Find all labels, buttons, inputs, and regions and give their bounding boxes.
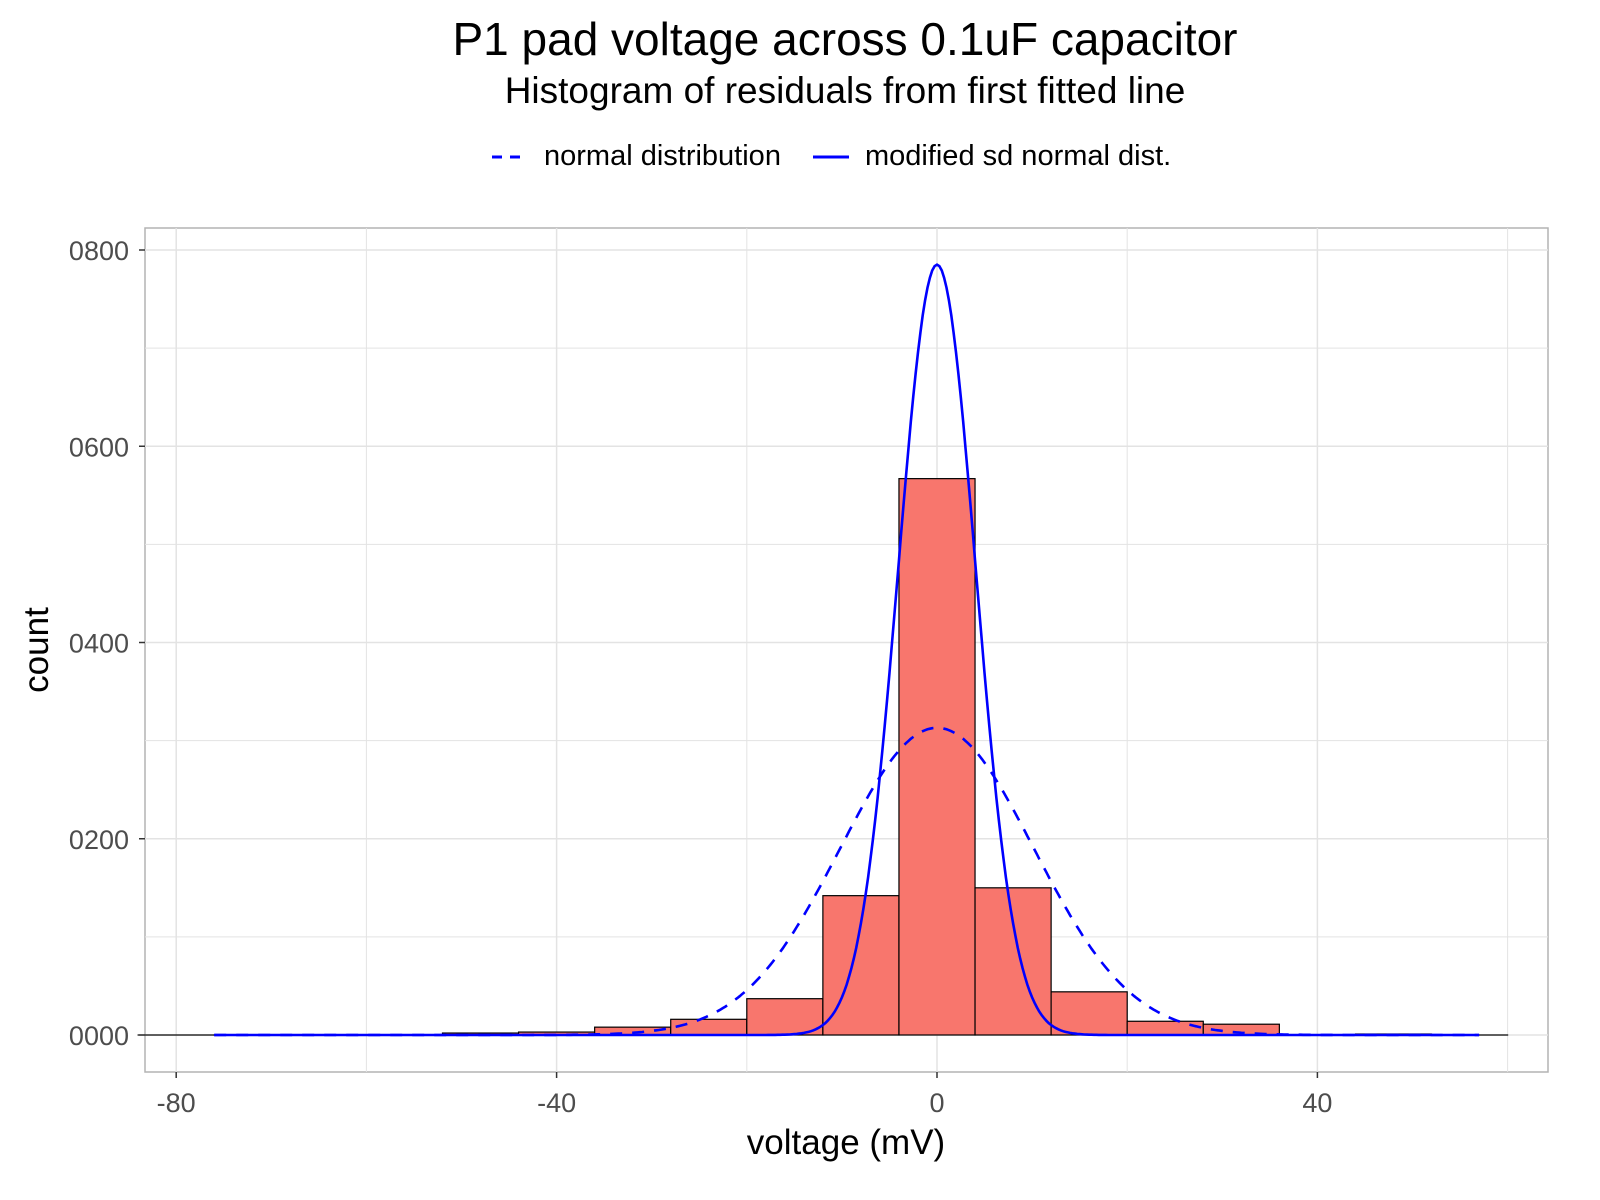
legend-item-modified: modified sd normal dist.	[811, 140, 1171, 173]
y-tick-label: 0600	[69, 432, 129, 462]
curves	[214, 263, 1480, 1037]
x-tick-label: -40	[537, 1088, 576, 1118]
x-tick-label: 0	[929, 1088, 944, 1118]
histogram-bar	[746, 998, 824, 1036]
histogram-bar	[1050, 991, 1128, 1036]
chart-title: P1 pad voltage across 0.1uF capacitor	[452, 13, 1238, 65]
x-axis-label: voltage (mV)	[747, 1123, 945, 1162]
y-axis-label: count	[17, 607, 56, 693]
modified-sd-curve	[214, 263, 1480, 1037]
legend-label: normal distribution	[544, 140, 781, 172]
histogram-bar	[898, 478, 976, 1036]
y-tick-label: 0000	[69, 1021, 129, 1051]
dashed-line-icon	[492, 155, 528, 158]
chart-subtitle: Histogram of residuals from first fitted…	[504, 70, 1186, 111]
y-tick-label: 0400	[69, 629, 129, 659]
x-tick-label: 40	[1302, 1088, 1332, 1118]
histogram-bar	[1126, 1020, 1204, 1036]
solid-line-icon	[812, 155, 849, 158]
y-tick-label: 0800	[69, 236, 129, 266]
histogram-bar	[670, 1018, 748, 1036]
x-tick-label: -80	[157, 1088, 196, 1118]
axes: -80 -40 0 40 0000 0200 0400 0600 0800	[69, 236, 1333, 1118]
legend-label: modified sd normal dist.	[864, 140, 1172, 172]
y-tick-label: 0200	[69, 825, 129, 855]
legend-item-normal: normal distribution	[490, 140, 781, 173]
bars	[137, 478, 1509, 1036]
legend: normal distribution modified sd normal d…	[490, 140, 1201, 173]
normal-distribution-curve	[214, 726, 1480, 1037]
